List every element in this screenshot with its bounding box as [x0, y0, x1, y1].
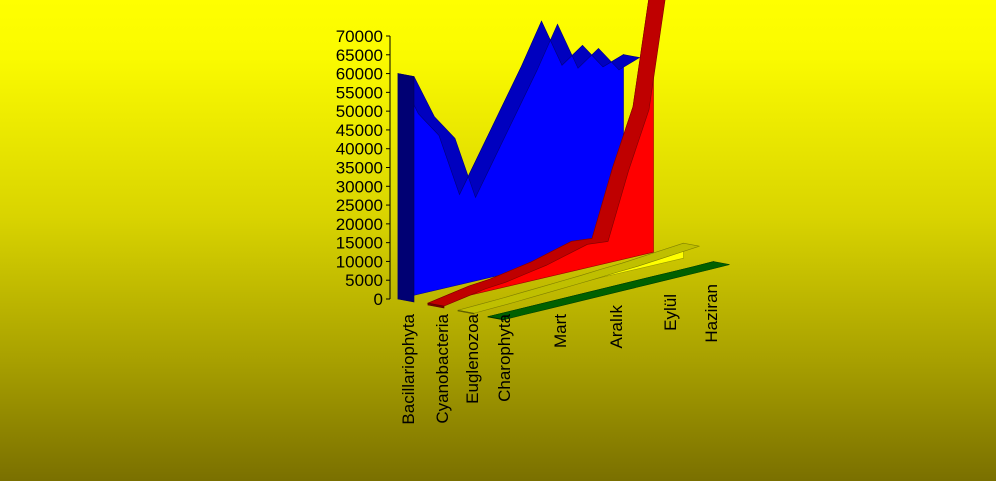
series-ridge-bacillariophyta [397, 20, 641, 199]
category-label: Haziran [702, 284, 721, 343]
y-tick-label: 45000 [336, 121, 383, 140]
y-tick-label: 15000 [336, 234, 383, 253]
y-tick-label: 5000 [345, 271, 383, 290]
y-tick-label: 20000 [336, 215, 383, 234]
series-ridge-cyanobacteria [426, 0, 666, 307]
y-tick-label: 60000 [336, 65, 383, 84]
series-label-cyanobacteria: Cyanobacteria [433, 313, 452, 423]
category-label: Mart [551, 314, 570, 348]
y-axis: 0500010000150002000025000300003500040000… [336, 27, 391, 309]
y-tick-label: 55000 [336, 83, 383, 102]
series-charophyta [487, 261, 730, 321]
series-label-charophyta: Charophyta [495, 313, 514, 401]
category-label: Eylül [661, 294, 680, 331]
series-cap-charophyta [487, 316, 505, 321]
y-tick-label: 25000 [336, 196, 383, 215]
series-label-euglenozoa: Euglenozoa [463, 313, 482, 403]
series-euglenozoa [457, 242, 700, 315]
y-tick-label: 50000 [336, 102, 383, 121]
series-layer [397, 0, 730, 321]
series-cap-cyanobacteria [427, 302, 445, 309]
y-tick-label: 65000 [336, 46, 383, 65]
series-ridge-euglenozoa [457, 242, 700, 314]
y-tick-label: 0 [374, 290, 383, 309]
x-axis-labels: Bacillariophyta Cyanobacteria Euglenozoa Ch… [399, 284, 721, 425]
series-cap-bacillariophyta [397, 73, 415, 303]
category-label: Aralık [607, 305, 626, 349]
y-tick-label: 30000 [336, 177, 383, 196]
series-cap-euglenozoa [457, 309, 475, 315]
series-bacillariophyta [397, 20, 641, 303]
series-cyanobacteria [426, 0, 666, 309]
y-tick-label: 40000 [336, 140, 383, 159]
y-tick-label: 35000 [336, 159, 383, 178]
y-tick-label: 70000 [336, 27, 383, 46]
series-label-bacillariophyta: Bacillariophyta [399, 313, 418, 424]
y-tick-label: 10000 [336, 252, 383, 271]
series-ridge-charophyta [487, 261, 730, 320]
